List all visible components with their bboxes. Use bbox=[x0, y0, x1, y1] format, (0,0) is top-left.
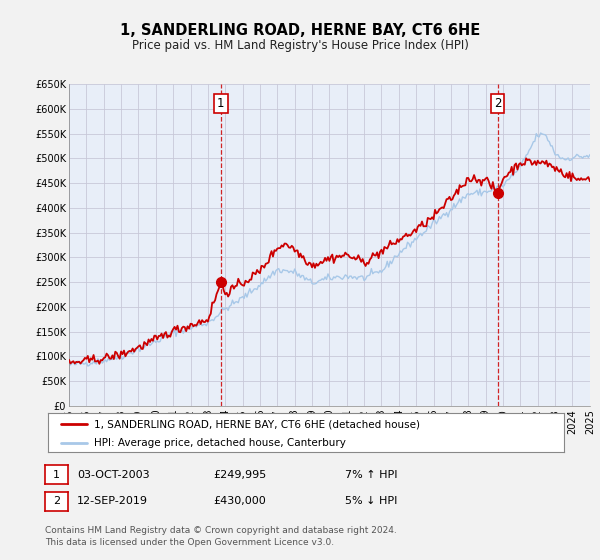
Text: £430,000: £430,000 bbox=[213, 496, 266, 506]
Text: 03-OCT-2003: 03-OCT-2003 bbox=[77, 470, 149, 480]
Text: Contains HM Land Registry data © Crown copyright and database right 2024.: Contains HM Land Registry data © Crown c… bbox=[45, 526, 397, 535]
Text: 2: 2 bbox=[53, 496, 60, 506]
Text: £249,995: £249,995 bbox=[213, 470, 266, 480]
Text: 5% ↓ HPI: 5% ↓ HPI bbox=[345, 496, 397, 506]
Text: 1: 1 bbox=[53, 470, 60, 480]
Text: 1, SANDERLING ROAD, HERNE BAY, CT6 6HE: 1, SANDERLING ROAD, HERNE BAY, CT6 6HE bbox=[120, 24, 480, 38]
Text: 1, SANDERLING ROAD, HERNE BAY, CT6 6HE (detached house): 1, SANDERLING ROAD, HERNE BAY, CT6 6HE (… bbox=[94, 419, 421, 430]
Text: Price paid vs. HM Land Registry's House Price Index (HPI): Price paid vs. HM Land Registry's House … bbox=[131, 39, 469, 53]
Text: HPI: Average price, detached house, Canterbury: HPI: Average price, detached house, Cant… bbox=[94, 438, 346, 447]
Text: 2: 2 bbox=[494, 97, 502, 110]
Text: 1: 1 bbox=[217, 97, 224, 110]
Text: 12-SEP-2019: 12-SEP-2019 bbox=[77, 496, 148, 506]
Text: This data is licensed under the Open Government Licence v3.0.: This data is licensed under the Open Gov… bbox=[45, 538, 334, 547]
Text: 7% ↑ HPI: 7% ↑ HPI bbox=[345, 470, 398, 480]
